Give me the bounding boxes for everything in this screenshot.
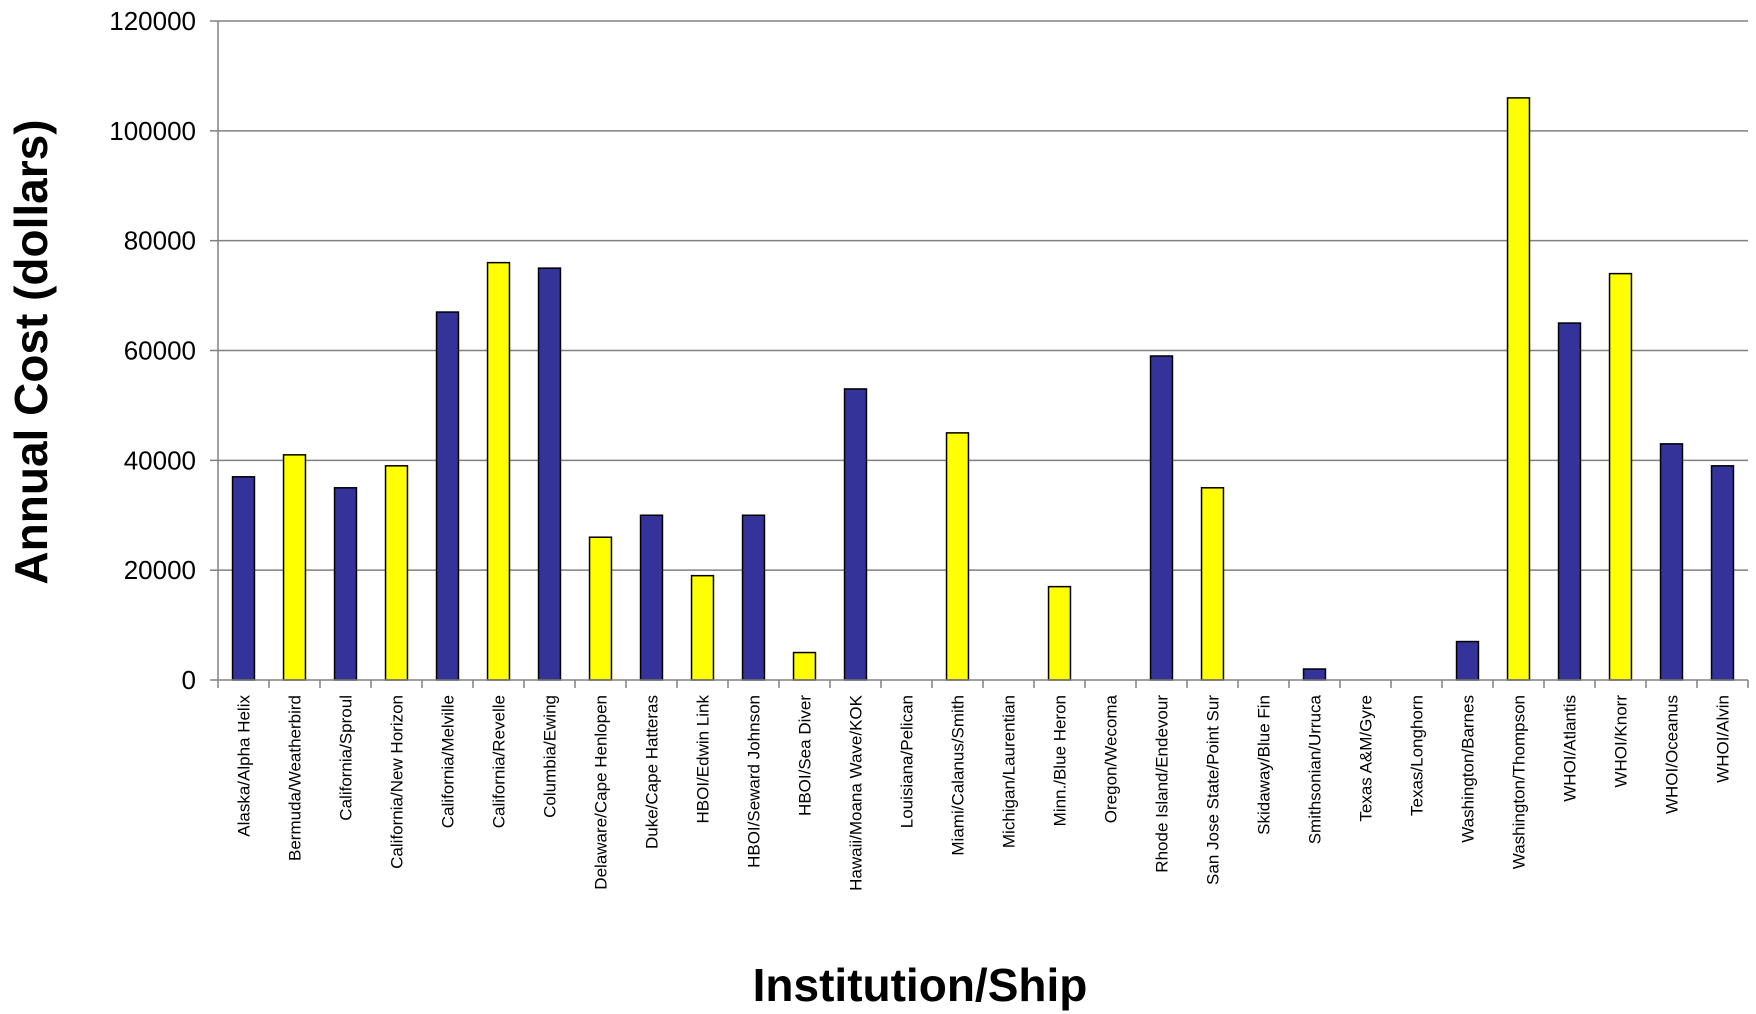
x-tick-labels: Alaska/Alpha Helix Bermuda/Weatherbird Cal… [235, 694, 1733, 891]
x-tick-label: WHOI/Knorr [1612, 695, 1631, 788]
bar [792, 651, 817, 681]
bar [1149, 355, 1174, 681]
bar [945, 432, 970, 681]
x-tick-label: Skidaway/Blue Fin [1255, 695, 1274, 835]
x-tick-label: Miami/Calanus/Smith [949, 695, 968, 856]
x-tick-label: HBOI/Edwin Link [694, 695, 713, 824]
bar [1047, 585, 1072, 681]
x-tick-label: California/Melville [439, 695, 458, 828]
bar [231, 476, 256, 681]
x-tick-label: WHOI/Oceanus [1663, 695, 1682, 814]
x-tick-label: California/New Horizon [388, 695, 407, 869]
bar [282, 454, 307, 681]
x-tick-label: Delaware/Cape Henlopen [592, 695, 611, 890]
x-tick-label: Michigan/Laurentian [1000, 695, 1019, 848]
bar [741, 514, 766, 681]
x-tick-label: Washington/Barnes [1459, 695, 1478, 843]
bars [231, 97, 1735, 681]
x-tick-label: Louisiana/Pelican [898, 695, 917, 828]
bar [1506, 97, 1531, 681]
bar [384, 465, 409, 681]
bar [537, 267, 562, 681]
x-tick-label: Columbia/Ewing [541, 695, 560, 818]
x-tick-label: California/Revelle [490, 695, 509, 828]
axes [210, 20, 1749, 688]
bar [1557, 322, 1582, 681]
x-tick-label: HBOI/Sea Diver [796, 695, 815, 816]
x-tick-label: Oregon/Wecoma [1102, 694, 1121, 823]
x-tick-label: HBOI/Seward Johnson [745, 695, 764, 868]
bar [333, 487, 358, 681]
bar [588, 536, 613, 681]
bar [1710, 465, 1735, 681]
y-tick-label: 60000 [124, 336, 196, 366]
x-tick-label: Washington/Thompson [1510, 695, 1529, 869]
bar [1455, 640, 1480, 681]
x-tick-label: Texas A&M/Gyre [1357, 695, 1376, 822]
x-tick-label: Hawaii/Moana Wave/KOK [847, 694, 866, 891]
y-tick-labels: 0 20000 40000 60000 80000 100000 120000 [109, 6, 196, 695]
y-tick-label: 20000 [124, 555, 196, 585]
x-tick-label: WHOI/Atlantis [1561, 695, 1580, 802]
bar [1659, 443, 1684, 681]
bar [639, 514, 664, 681]
x-tick-label: San Jose State/Point Sur [1204, 695, 1223, 885]
x-tick-label: California/Sproul [337, 695, 356, 821]
y-tick-label: 120000 [109, 6, 196, 36]
y-tick-label: 40000 [124, 445, 196, 475]
x-tick-label: Rhode Island/Endevour [1153, 695, 1172, 873]
bar [486, 261, 511, 681]
x-axis-title: Institution/Ship [753, 959, 1088, 1011]
bar [843, 388, 868, 681]
y-tick-label: 0 [182, 665, 196, 695]
x-tick-label: Smithsonian/Urruca [1306, 694, 1325, 844]
x-tick-label: Texas/Longhorn [1408, 695, 1427, 816]
gridlines [218, 20, 1748, 571]
bar [1302, 668, 1327, 681]
x-tick-label: Minn./Blue Heron [1051, 695, 1070, 826]
x-tick-label: Alaska/Alpha Helix [235, 695, 254, 837]
y-tick-label: 80000 [124, 226, 196, 256]
bar [435, 311, 460, 681]
bar [1608, 272, 1633, 681]
bar [1200, 487, 1225, 681]
x-tick-label: Bermuda/Weatherbird [286, 695, 305, 861]
x-tick-label: WHOI/Alvin [1714, 695, 1733, 783]
y-tick-label: 100000 [109, 116, 196, 146]
x-tick-label: Duke/Cape Hatteras [643, 695, 662, 849]
y-axis-title: Annual Cost (dollars) [5, 119, 57, 584]
bar [690, 574, 715, 681]
